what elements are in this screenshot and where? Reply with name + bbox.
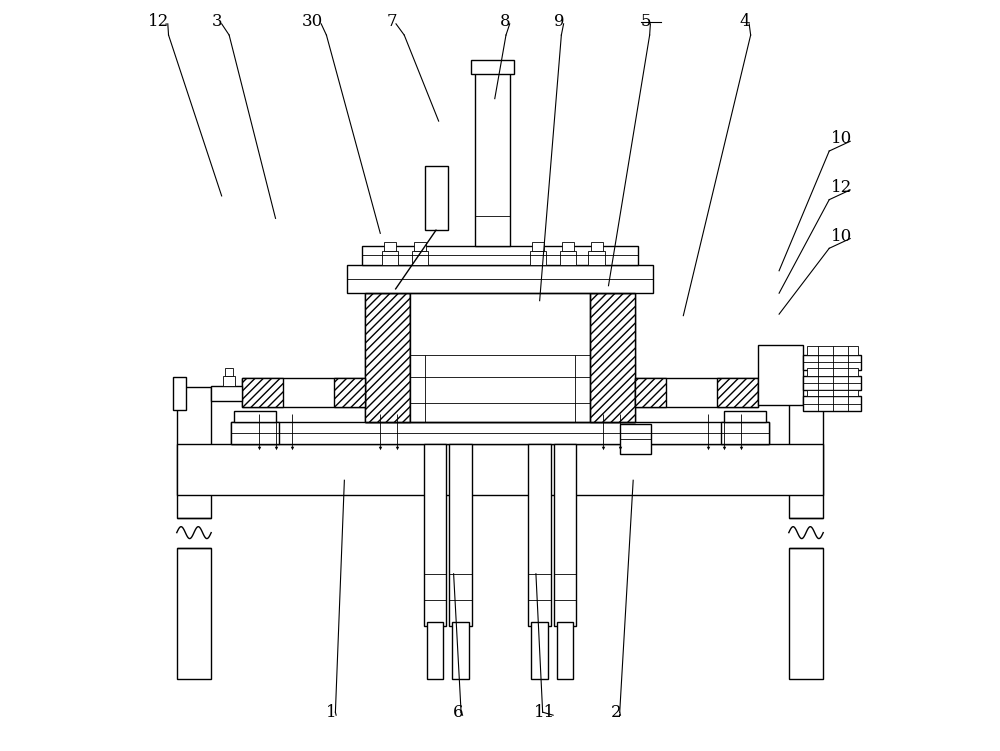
Bar: [452, 623, 469, 679]
Text: 9: 9: [554, 13, 564, 30]
Bar: [724, 411, 766, 422]
Bar: [532, 243, 544, 252]
Bar: [234, 411, 276, 422]
Bar: [177, 445, 823, 495]
Bar: [242, 379, 365, 407]
Bar: [803, 354, 861, 369]
Bar: [231, 422, 769, 445]
Bar: [620, 424, 651, 454]
Bar: [449, 445, 472, 626]
Bar: [807, 368, 858, 376]
Bar: [758, 345, 803, 405]
Bar: [384, 243, 396, 252]
Bar: [635, 379, 666, 407]
Bar: [211, 386, 242, 401]
Bar: [803, 397, 861, 412]
Bar: [414, 243, 426, 252]
Bar: [789, 547, 823, 679]
Text: 6: 6: [453, 704, 463, 721]
Bar: [223, 376, 235, 386]
Bar: [807, 391, 858, 397]
Bar: [427, 623, 443, 679]
Text: 11: 11: [534, 704, 555, 721]
Bar: [225, 368, 233, 376]
Bar: [789, 387, 823, 517]
Bar: [365, 293, 635, 422]
Bar: [365, 293, 410, 422]
Bar: [528, 445, 551, 626]
Text: 30: 30: [302, 13, 323, 30]
Text: 1: 1: [326, 704, 337, 721]
Text: 10: 10: [831, 228, 852, 245]
Bar: [531, 623, 548, 679]
Bar: [347, 265, 653, 293]
Bar: [471, 61, 514, 74]
Bar: [334, 379, 365, 407]
Text: 3: 3: [212, 13, 223, 30]
Bar: [554, 445, 576, 626]
Bar: [562, 243, 574, 252]
Bar: [475, 63, 510, 246]
Text: 12: 12: [148, 13, 170, 30]
Bar: [382, 252, 398, 265]
Bar: [362, 246, 638, 265]
Bar: [425, 166, 448, 230]
Bar: [635, 379, 758, 407]
Text: 12: 12: [831, 179, 852, 196]
Bar: [410, 293, 590, 422]
Bar: [173, 377, 186, 410]
Bar: [588, 252, 605, 265]
Bar: [177, 387, 211, 517]
Bar: [557, 623, 573, 679]
Bar: [424, 445, 446, 626]
Bar: [591, 243, 603, 252]
Bar: [717, 379, 758, 407]
Bar: [560, 252, 576, 265]
Text: 7: 7: [386, 13, 397, 30]
Bar: [231, 422, 279, 445]
Bar: [530, 252, 546, 265]
Bar: [590, 293, 635, 422]
Bar: [242, 379, 283, 407]
Bar: [803, 376, 861, 391]
Text: 8: 8: [500, 13, 511, 30]
Bar: [721, 422, 769, 445]
Text: 2: 2: [611, 704, 621, 721]
Text: 5: 5: [641, 13, 651, 30]
Text: 10: 10: [831, 130, 852, 147]
Bar: [807, 345, 858, 354]
Bar: [758, 386, 789, 401]
Text: 4: 4: [739, 13, 750, 30]
Bar: [412, 252, 428, 265]
Bar: [177, 547, 211, 679]
